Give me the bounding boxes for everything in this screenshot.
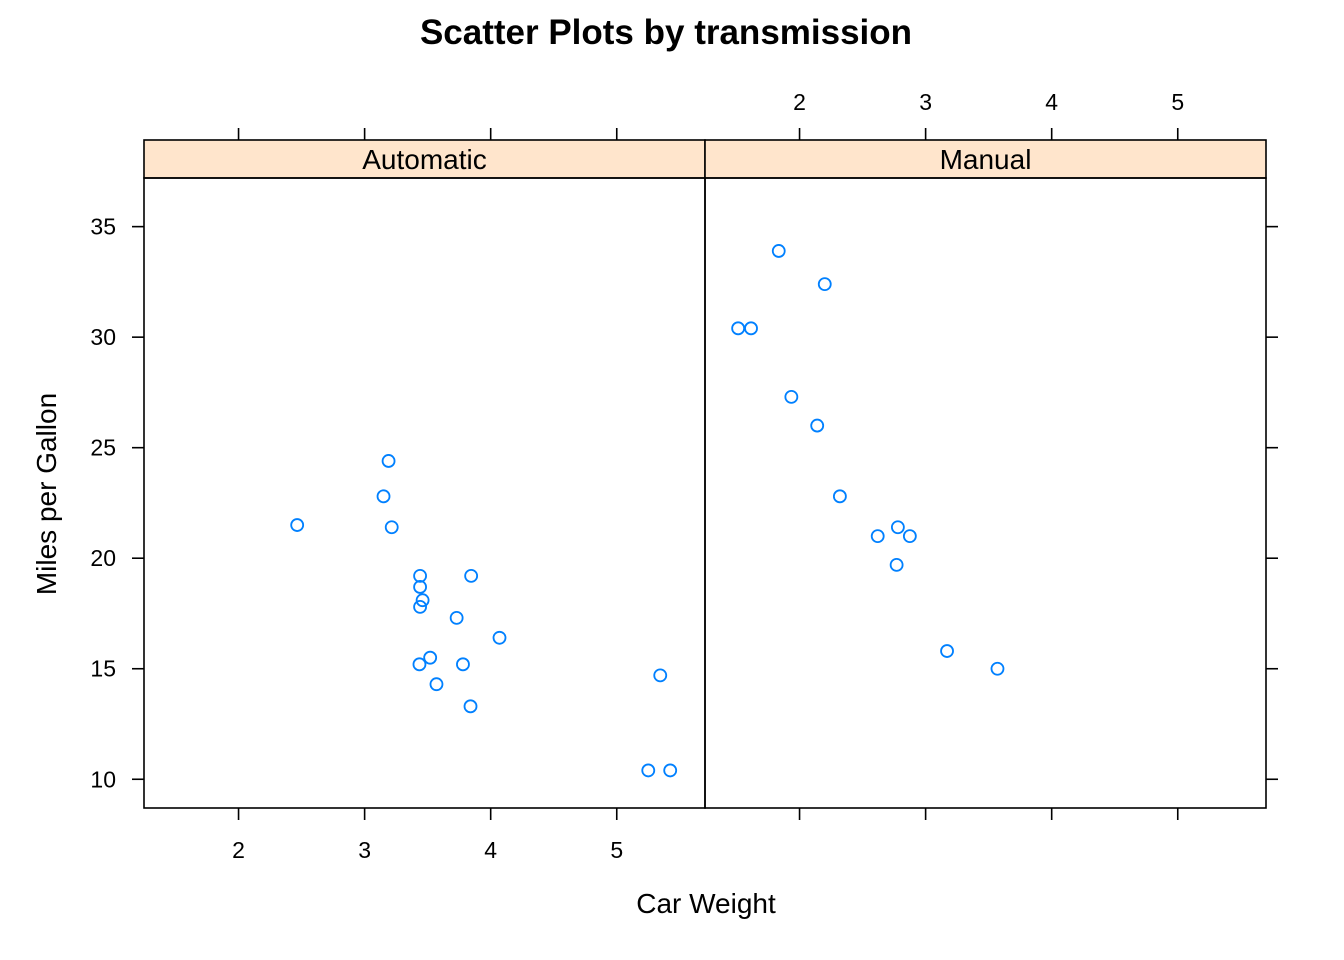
y-tick-label: 20 <box>90 545 116 571</box>
data-point <box>449 610 464 625</box>
panel-frame <box>143 177 706 809</box>
strip-label: Manual <box>940 144 1032 175</box>
strip-automatic <box>143 139 706 179</box>
data-point <box>464 568 479 583</box>
data-point <box>456 657 470 672</box>
x-tick-label: 4 <box>1045 89 1058 115</box>
data-point <box>413 568 427 583</box>
data-point <box>423 650 438 665</box>
y-tick-label: 35 <box>90 214 116 240</box>
data-point <box>744 321 758 336</box>
data-point <box>641 763 656 778</box>
chart-title: Scatter Plots by transmission <box>420 13 912 52</box>
panel-automatic: Automatic 2 3 4 5 <box>143 128 706 863</box>
y-tick-label: 25 <box>90 435 116 461</box>
data-point <box>890 520 905 535</box>
panel-frame <box>704 177 1267 809</box>
data-point <box>413 580 427 594</box>
data-point <box>832 489 847 504</box>
data-point <box>940 644 954 658</box>
data-point <box>463 699 478 714</box>
data-point <box>412 657 427 672</box>
x-tick-label: 5 <box>1171 89 1184 115</box>
data-point <box>870 529 885 544</box>
data-point <box>817 277 832 292</box>
data-point <box>810 418 825 433</box>
strip-label: Automatic <box>362 144 487 175</box>
y-tick-label: 30 <box>90 324 116 350</box>
data-point <box>492 630 507 645</box>
data-point <box>376 489 391 504</box>
data-point <box>429 677 444 692</box>
x-tick-label: 2 <box>793 89 806 115</box>
y-tick-label: 10 <box>90 766 116 792</box>
x-axis-label: Car Weight <box>636 888 776 919</box>
data-point <box>290 518 305 532</box>
panel-manual: Manual 2 3 4 5 <box>704 89 1267 820</box>
x-tick-label: 2 <box>232 837 245 863</box>
data-point <box>384 520 399 535</box>
data-point <box>990 661 1005 676</box>
y-tick-label: 15 <box>90 656 116 682</box>
panels-layer: Automatic 2 3 4 5 Manual 2 3 4 5 10 15 20 25 30 35 <box>90 89 1278 863</box>
y-axis-label: Miles per Gallon <box>31 393 62 595</box>
data-point <box>902 529 917 544</box>
x-tick-label: 4 <box>484 837 497 863</box>
x-tick-label: 5 <box>610 837 623 863</box>
data-point <box>889 557 904 572</box>
data-point <box>663 763 678 778</box>
x-tick-label: 3 <box>919 89 932 115</box>
data-point <box>413 599 427 614</box>
data-point <box>771 244 786 258</box>
data-point <box>653 668 668 683</box>
x-tick-label: 3 <box>358 837 371 863</box>
data-point <box>415 593 430 608</box>
data-point <box>731 321 746 336</box>
data-point <box>784 389 799 404</box>
data-point <box>381 454 396 468</box>
